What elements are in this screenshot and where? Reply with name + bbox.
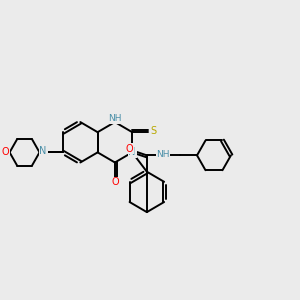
Text: NH: NH <box>108 114 122 123</box>
Text: O: O <box>125 143 133 154</box>
Text: N: N <box>128 147 136 158</box>
Text: N: N <box>39 146 47 156</box>
Text: NH: NH <box>156 150 170 159</box>
Text: S: S <box>151 126 157 136</box>
Text: O: O <box>111 177 119 188</box>
Text: O: O <box>2 147 9 158</box>
